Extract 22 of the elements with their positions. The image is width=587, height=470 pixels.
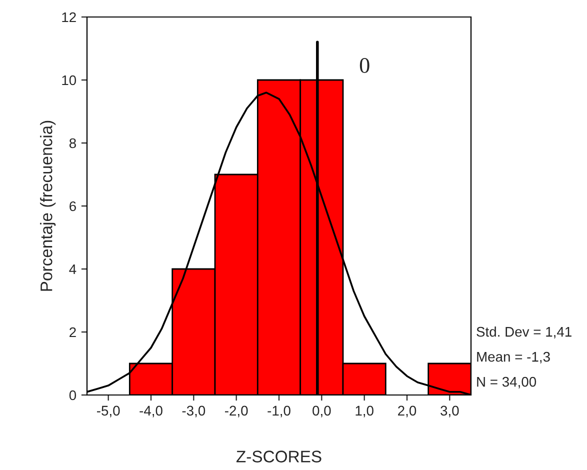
y-tick-label: 2 [70, 327, 76, 338]
y-tick-label: 6 [70, 201, 76, 212]
y-tick-label: 12 [62, 12, 76, 22]
x-tick-label: -1,0 [268, 406, 290, 418]
text: Std. Dev = 1,41 [476, 326, 572, 338]
x-tick-label: 3,0 [440, 406, 459, 418]
y-axis-title: Porcentaje (frecuencia) [40, 120, 56, 291]
x-tick-label: 1,0 [356, 406, 374, 418]
x-tick-label: 0,0 [312, 406, 331, 418]
x-axis-title: Z-SCORES [236, 450, 322, 462]
x-tick-label: -3,0 [182, 406, 206, 418]
text: N = 34,00 [477, 376, 536, 388]
y-tick-label: 10 [62, 75, 76, 86]
y-tick-label: 8 [69, 138, 76, 148]
x-tick-label: -4,0 [140, 406, 162, 418]
x-tick-label: -2,0 [224, 406, 248, 418]
y-tick-label: 0 [69, 390, 76, 400]
series-label: 0 [360, 58, 370, 73]
x-tick-label: 2,0 [398, 406, 416, 418]
y-tick-label: 4 [69, 264, 76, 274]
x-tick-label: -5,0 [96, 406, 120, 418]
text: Mean = -1,3 [477, 352, 550, 364]
